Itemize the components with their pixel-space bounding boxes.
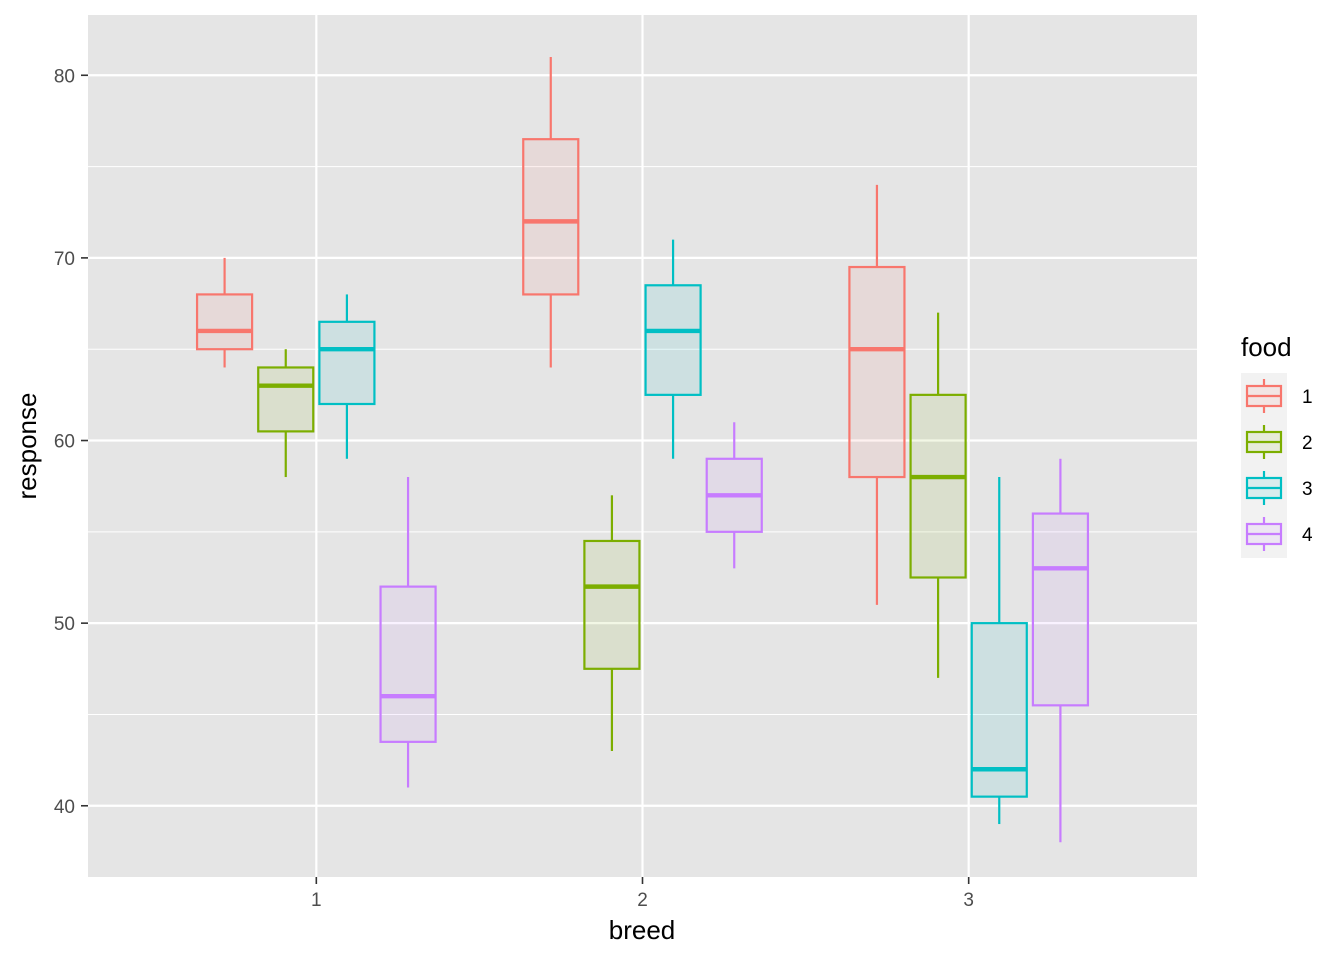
box-food-2-breed-2 — [583, 495, 641, 751]
box-food-4-breed-3 — [1031, 458, 1090, 843]
box-body — [257, 366, 315, 433]
box-food-3-breed-3 — [970, 477, 1028, 825]
x-axis-title: breed — [609, 915, 676, 945]
grid — [88, 15, 1197, 877]
box-body — [644, 284, 702, 396]
legend-key-1 — [1245, 379, 1283, 413]
y-tick-label: 80 — [54, 66, 75, 87]
box-food-1-breed-2 — [522, 57, 580, 368]
y-axis-title: response — [12, 393, 42, 500]
y-axis: 40 50 60 70 80 — [54, 66, 88, 818]
box-body — [379, 585, 437, 743]
y-tick-label: 60 — [54, 432, 75, 453]
box-body — [195, 293, 254, 351]
legend-key-background — [1241, 373, 1287, 558]
box-food-2-breed-3 — [909, 312, 967, 678]
y-tick-label: 70 — [54, 249, 75, 270]
boxes — [195, 57, 1090, 843]
y-tick-label: 40 — [54, 797, 75, 818]
legend-label: 1 — [1302, 387, 1313, 408]
box-food-1-breed-1 — [195, 257, 254, 368]
box-body — [318, 320, 376, 406]
box-body — [848, 265, 906, 479]
box-food-3-breed-1 — [318, 294, 376, 459]
box-food-4-breed-1 — [379, 477, 437, 788]
box-food-4-breed-2 — [705, 422, 763, 569]
box-body — [909, 393, 967, 579]
y-tick-label: 50 — [54, 614, 75, 635]
box-food-1-breed-3 — [848, 184, 906, 605]
legend-key-3 — [1245, 471, 1283, 505]
legend-label: 4 — [1302, 525, 1313, 546]
legend-title: food — [1241, 332, 1292, 362]
x-axis: 1 2 3 — [311, 877, 974, 911]
box-body — [1031, 512, 1090, 707]
box-body — [583, 539, 641, 670]
legend-key-2 — [1245, 425, 1283, 459]
legend-label: 3 — [1302, 479, 1313, 500]
box-body — [522, 138, 580, 296]
x-tick-label: 2 — [637, 890, 648, 911]
box-food-3-breed-2 — [644, 239, 702, 459]
legend-key-4 — [1245, 517, 1283, 551]
legend: food 1 2 3 4 — [1241, 332, 1313, 558]
x-tick-label: 3 — [963, 890, 974, 911]
box-food-2-breed-1 — [257, 349, 315, 478]
x-tick-label: 1 — [311, 890, 322, 911]
legend-label: 2 — [1302, 433, 1313, 454]
